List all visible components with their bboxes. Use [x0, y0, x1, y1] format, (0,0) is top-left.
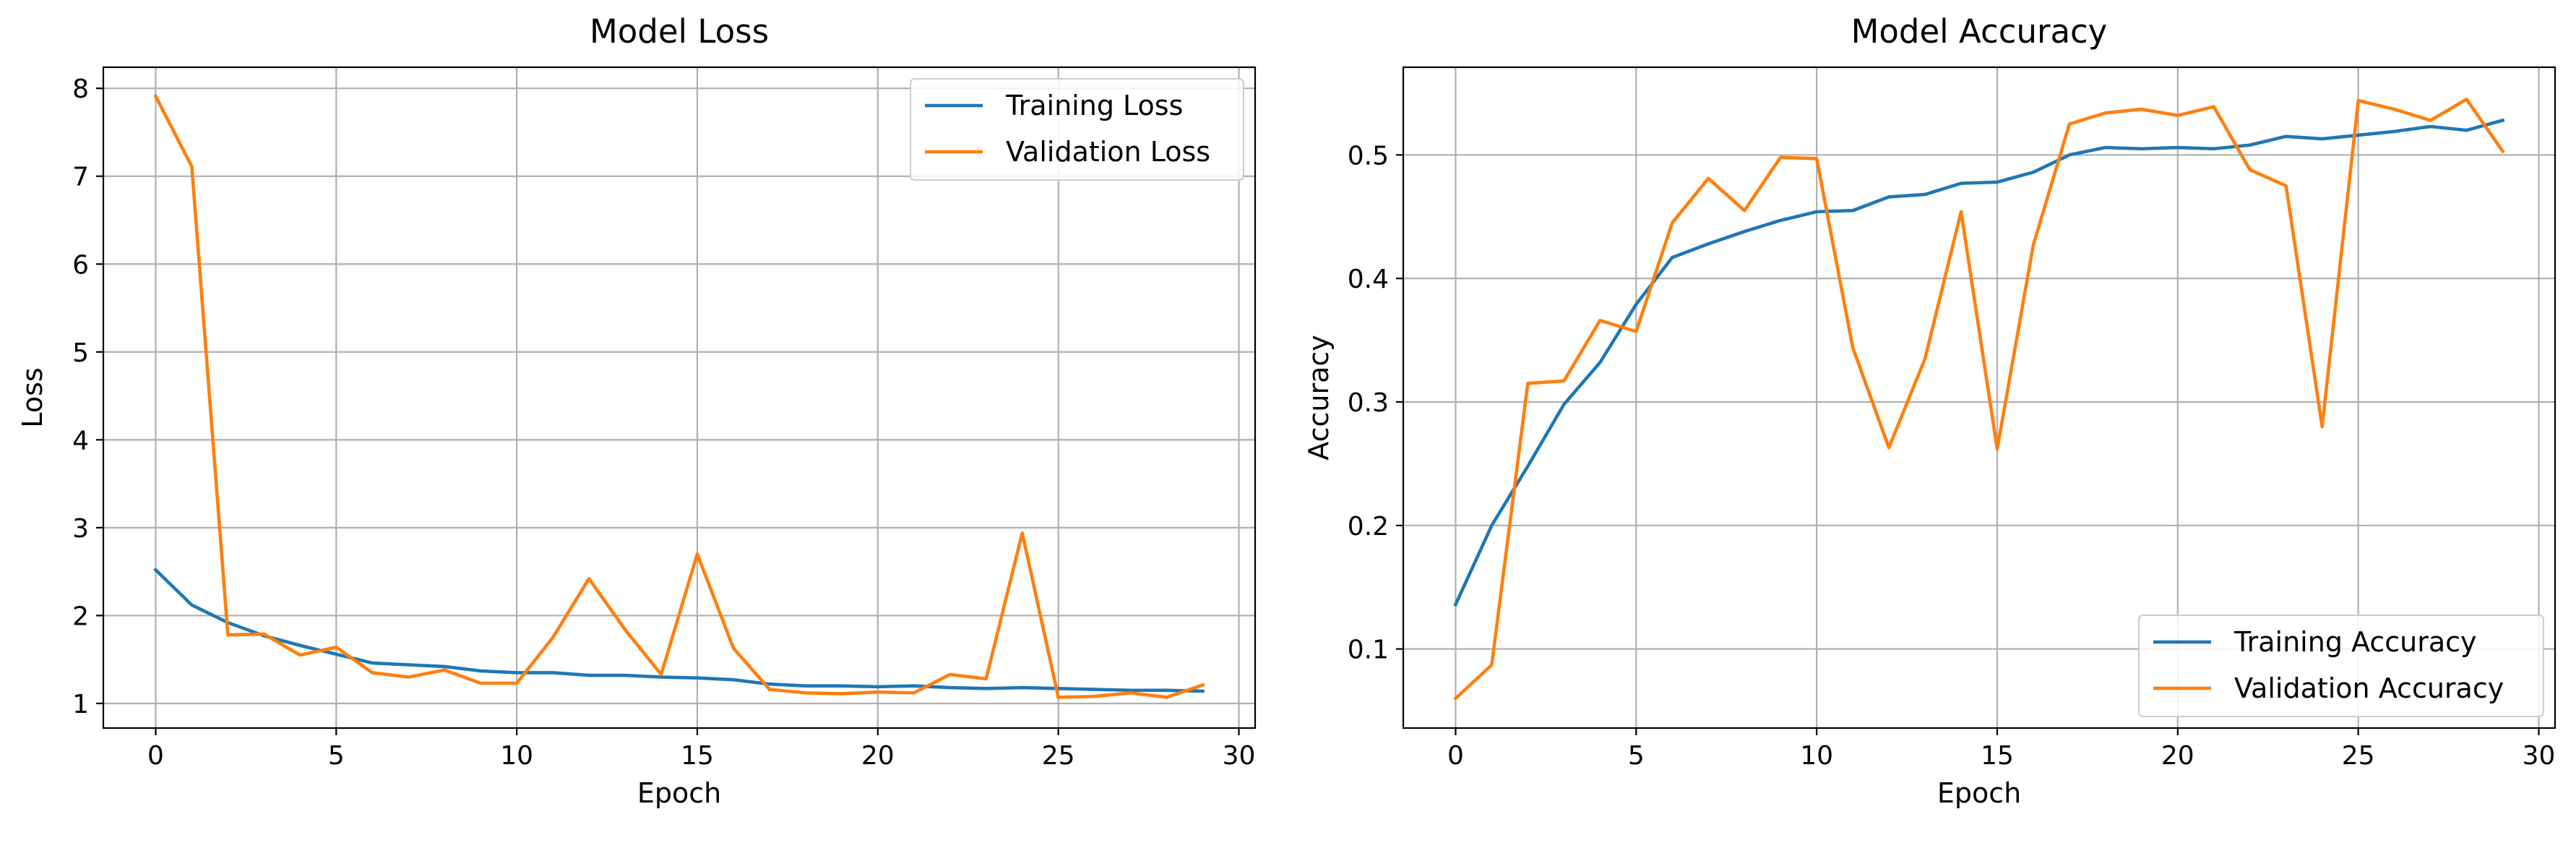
x-tick-label: 20 — [861, 741, 895, 771]
loss-legend-box — [910, 78, 1244, 181]
x-tick-label: 15 — [681, 741, 714, 771]
x-tick-label: 0 — [147, 741, 164, 771]
accuracy-chart-xlabel: Epoch — [1937, 777, 2021, 809]
series-line-training-accuracy — [1453, 118, 2505, 607]
plot-frame — [102, 66, 1257, 729]
x-tick-label: 25 — [1042, 741, 1075, 771]
accuracy-chart-panel: Model Accuracy Epoch Accuracy 0 5 10 15 20 25… — [1303, 12, 2556, 809]
x-tick-label: 25 — [2342, 741, 2375, 771]
y-tick-label: 3 — [72, 514, 89, 544]
x-tick-label: 20 — [2161, 741, 2194, 771]
series-line-validation-loss — [153, 94, 1205, 699]
y-tick-label: 0.1 — [1348, 636, 1389, 665]
loss-chart-xlabel: Epoch — [637, 777, 721, 809]
loss-chart-title: Model Loss — [590, 12, 769, 51]
y-tick-label: 8 — [72, 74, 89, 104]
legend-label-training-accuracy: Training Accuracy — [2233, 626, 2477, 658]
y-tick-label: 5 — [72, 338, 89, 368]
x-tick-label: 30 — [2523, 741, 2556, 771]
accuracy-chart-legend: Training Accuracy Validation Accuracy — [2138, 615, 2544, 717]
accuracy-chart-title: Model Accuracy — [1851, 12, 2108, 51]
loss-chart-legend: Training Loss Validation Loss — [910, 78, 1244, 181]
x-tick-label: 10 — [1800, 741, 1833, 771]
x-tick-label: 15 — [1981, 741, 2014, 771]
legend-label-validation-loss: Validation Loss — [1006, 136, 1210, 168]
loss-chart-ylabel: Loss — [17, 367, 48, 427]
x-tick-label: 0 — [1447, 741, 1464, 771]
y-tick-label: 1 — [72, 690, 89, 719]
y-tick-label: 0.4 — [1348, 265, 1389, 294]
y-tick-label: 4 — [72, 426, 89, 455]
x-tick-label: 5 — [328, 741, 345, 771]
y-tick-label: 0.3 — [1348, 388, 1389, 418]
y-tick-label: 0.5 — [1348, 141, 1389, 171]
x-tick-label: 5 — [1628, 741, 1645, 771]
y-tick-label: 7 — [72, 163, 89, 192]
plot-frame — [1402, 66, 2556, 729]
accuracy-legend-box — [2138, 615, 2544, 717]
series-line-training-loss — [153, 567, 1205, 693]
legend-label-training-loss: Training Loss — [1005, 90, 1183, 121]
loss-chart-plot-area: 0 5 10 15 20 25 30 1 2 3 4 5 6 7 8 — [72, 66, 1257, 771]
series-line-validation-accuracy — [1453, 98, 2505, 701]
loss-chart-panel: Model Loss Epoch Loss 0 5 10 15 20 25 30 1 2 3 4 5 6… — [17, 12, 1257, 809]
x-tick-label: 30 — [1223, 741, 1256, 771]
legend-label-validation-accuracy: Validation Accuracy — [2234, 672, 2504, 704]
y-tick-label: 2 — [72, 602, 89, 631]
accuracy-chart-plot-area: 0 5 10 15 20 25 30 0.1 0.2 0.3 0.4 0.5 — [1348, 66, 2556, 771]
y-tick-label: 6 — [72, 250, 89, 280]
x-tick-label: 10 — [500, 741, 533, 771]
accuracy-chart-ylabel: Accuracy — [1303, 335, 1335, 461]
y-tick-label: 0.2 — [1348, 512, 1389, 542]
